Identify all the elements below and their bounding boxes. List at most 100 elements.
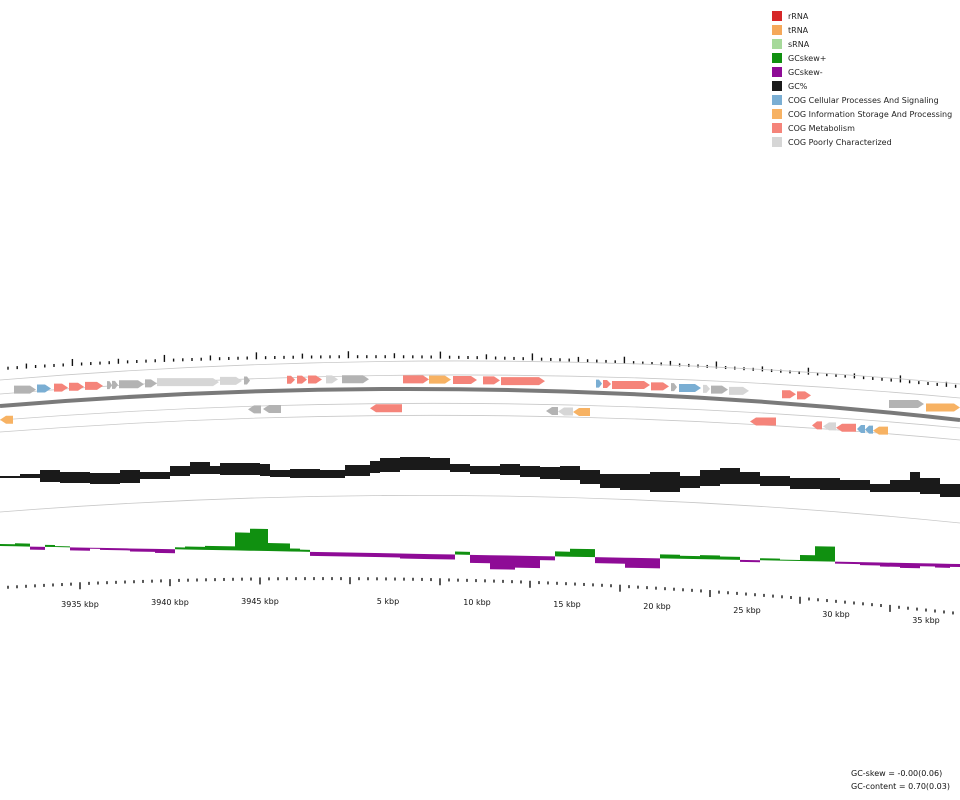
legend-item-gc-percent: GC% (772, 79, 952, 93)
legend-label: GC% (788, 81, 808, 91)
feature-arrow-info (926, 403, 960, 412)
legend-item-cog-metabolism: COG Metabolism (772, 121, 952, 135)
legend-item-cog-cellular: COG Cellular Processes And Signaling (772, 93, 952, 107)
feature-arrow-metabolism (297, 375, 307, 384)
position-label-10kbp: 10 kbp (463, 598, 491, 607)
genome-stats: GC-skew = -0.00(0.06) GC-content = 0.70(… (851, 767, 950, 793)
position-label-15kbp: 15 kbp (553, 600, 581, 609)
feature-arrow-metabolism (501, 377, 545, 386)
feature-arrow-general (889, 399, 924, 408)
feature-arrow-general (145, 379, 157, 388)
position-label-3945kbp: 3945 kbp (241, 597, 279, 606)
feature-arrow-metabolism (403, 375, 429, 384)
feature-arrow-cellular (679, 383, 701, 392)
feature-arrow-general (244, 376, 250, 385)
legend-item-gcskew-minus: GCskew- (772, 65, 952, 79)
legend-swatch (772, 25, 782, 35)
feature-arrow-cellular (37, 384, 51, 393)
feature-arrow-general (107, 381, 112, 390)
inner-tick-marks (7, 577, 954, 615)
feature-arrow-metabolism (812, 421, 822, 430)
legend-label: GCskew+ (788, 53, 827, 63)
feature-arrow-general (119, 380, 144, 389)
legend-item-gcskew-plus: GCskew+ (772, 51, 952, 65)
legend-swatch (772, 53, 782, 63)
feature-arrow-metabolism (782, 390, 796, 399)
feature-arrow-general (546, 407, 558, 415)
feature-arrow-poorly (823, 422, 836, 431)
gc-content-stat: GC-content = 0.70(0.03) (851, 782, 950, 791)
feature-arrow-poorly (729, 386, 749, 395)
position-label-35kbp: 35 kbp (912, 616, 940, 625)
feature-arrow-poorly (703, 384, 710, 393)
track-guides (0, 360, 960, 524)
feature-arrow-general (112, 380, 118, 389)
ring-inner-features-inner (0, 402, 960, 429)
legend-swatch (772, 123, 782, 133)
legend-label: rRNA (788, 11, 809, 21)
feature-arrow-general (263, 405, 281, 414)
feature-arrow-metabolism (370, 404, 402, 413)
legend-label: COG Information Storage And Processing (788, 109, 953, 119)
feature-arrow-info (429, 375, 451, 384)
legend-label: COG Metabolism (788, 123, 855, 133)
ring-gc-inner (0, 495, 960, 524)
legend-item-cog-poorly: COG Poorly Characterized (772, 135, 952, 149)
legend-swatch (772, 39, 782, 49)
legend-label: COG Poorly Characterized (788, 137, 892, 147)
feature-arrow-poorly (157, 378, 219, 387)
legend-swatch (772, 11, 782, 21)
feature-arrow-metabolism (287, 375, 295, 384)
feature-arrow-general (711, 385, 728, 394)
feature-arrow-general (342, 375, 369, 384)
feature-arrow-metabolism (308, 375, 322, 384)
legend-swatch (772, 95, 782, 105)
feature-arrow-metabolism (603, 379, 611, 388)
gc-skew-stat: GC-skew = -0.00(0.06) (851, 769, 943, 778)
ring-outer-features (0, 360, 960, 385)
position-label-20kbp: 20 kbp (643, 602, 671, 611)
feature-arrow-info (573, 407, 590, 416)
legend-label: sRNA (788, 39, 810, 49)
feature-arrow-cellular (865, 425, 873, 434)
position-label-30kbp: 30 kbp (822, 610, 850, 619)
legend-swatch (772, 137, 782, 147)
legend-label: GCskew- (788, 67, 823, 77)
feature-arrow-metabolism (483, 376, 500, 385)
outer-tick-marks (7, 351, 957, 388)
feature-arrow-general (671, 383, 677, 392)
feature-arrow-general (14, 385, 36, 394)
genome-backbone (0, 386, 960, 422)
position-label-5kbp: 5 kbp (377, 597, 399, 606)
feature-arrow-metabolism (453, 375, 477, 384)
feature-arrow-cellular (596, 379, 602, 388)
position-labels: 3935 kbp 3940 kbp 3945 kbp 5 kbp 10 kbp … (61, 597, 940, 625)
legend-item-cog-information: COG Information Storage And Processing (772, 107, 952, 121)
feature-arrow-metabolism (612, 381, 650, 390)
feature-arrow-metabolism (54, 383, 68, 392)
feature-arrow-metabolism (797, 391, 811, 400)
legend-item-rrna: rRNA (772, 9, 952, 23)
gc-content-plot (0, 457, 960, 497)
legend-swatch (772, 67, 782, 77)
feature-arrow-poorly (326, 375, 338, 384)
feature-arrow-poorly (558, 407, 573, 416)
legend: rRNA tRNA sRNA GCskew+ GCskew- GC% COG C… (772, 9, 952, 149)
position-label-3935kbp: 3935 kbp (61, 600, 99, 609)
feature-arrow-metabolism (651, 382, 669, 391)
feature-arrow-general (248, 405, 261, 414)
feature-arrow-metabolism (85, 381, 103, 390)
feature-arrow-metabolism (836, 423, 856, 432)
feature-arrow-info (0, 415, 13, 424)
legend-swatch (772, 81, 782, 91)
legend-item-srna: sRNA (772, 37, 952, 51)
feature-arrow-poorly (220, 376, 242, 385)
feature-arrow-cellular (857, 424, 865, 433)
legend-label: tRNA (788, 25, 809, 35)
position-label-3940kbp: 3940 kbp (151, 598, 189, 607)
feature-arrow-info (873, 426, 888, 435)
feature-arrow-metabolism (750, 417, 776, 426)
position-label-25kbp: 25 kbp (733, 606, 761, 615)
cog-feature-track (0, 375, 960, 435)
